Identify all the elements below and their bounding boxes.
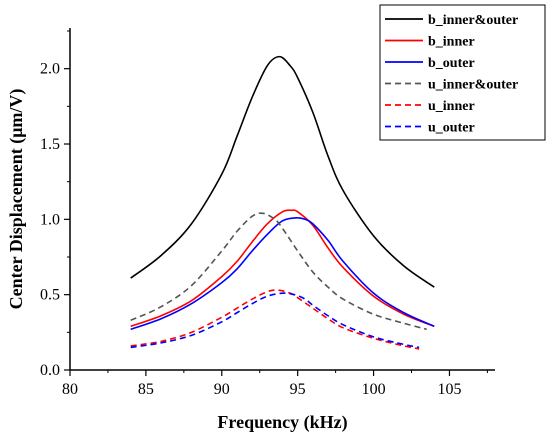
legend-label: u_inner (428, 99, 475, 114)
x-axis-ticks: 80 85 90 95 100 105 (62, 370, 488, 398)
y-axis-ticks: 0.0 0.5 1.0 1.5 2.0 (40, 30, 70, 379)
x-tick-label: 85 (138, 381, 154, 398)
y-tick-label: 0.5 (40, 287, 60, 304)
legend-label: u_outer (428, 121, 475, 136)
x-tick-label: 95 (290, 381, 306, 398)
x-tick-label: 80 (62, 381, 78, 398)
x-tick-label: 100 (362, 381, 386, 398)
x-axis-title: Frequency (kHz) (217, 412, 347, 433)
series-line-b-outer (130, 216, 435, 331)
y-axis-title: Center Displacement (μm/V) (6, 89, 27, 310)
legend-label: u_inner&outer (428, 78, 518, 93)
plot-axes (69, 28, 495, 371)
x-tick-label: 105 (437, 381, 461, 398)
legend-label: b_inner&outer (428, 13, 518, 28)
legend-label: b_inner (428, 35, 475, 50)
legend-box (379, 4, 546, 141)
series-line-b-inner-outer (130, 55, 435, 288)
series-lines (130, 55, 435, 350)
legend: b_inner&outer b_inner b_outer u_inner&outer… (379, 4, 546, 141)
series-line-u-inner-outer (130, 212, 427, 331)
legend-label: b_outer (428, 56, 475, 71)
y-tick-label: 2.0 (40, 61, 60, 78)
series-line-u-inner (130, 289, 420, 350)
y-tick-label: 0.0 (40, 362, 60, 379)
y-tick-label: 1.0 (40, 211, 60, 228)
y-tick-label: 1.5 (40, 136, 60, 153)
x-tick-label: 90 (214, 381, 230, 398)
series-line-b-inner (130, 209, 435, 328)
